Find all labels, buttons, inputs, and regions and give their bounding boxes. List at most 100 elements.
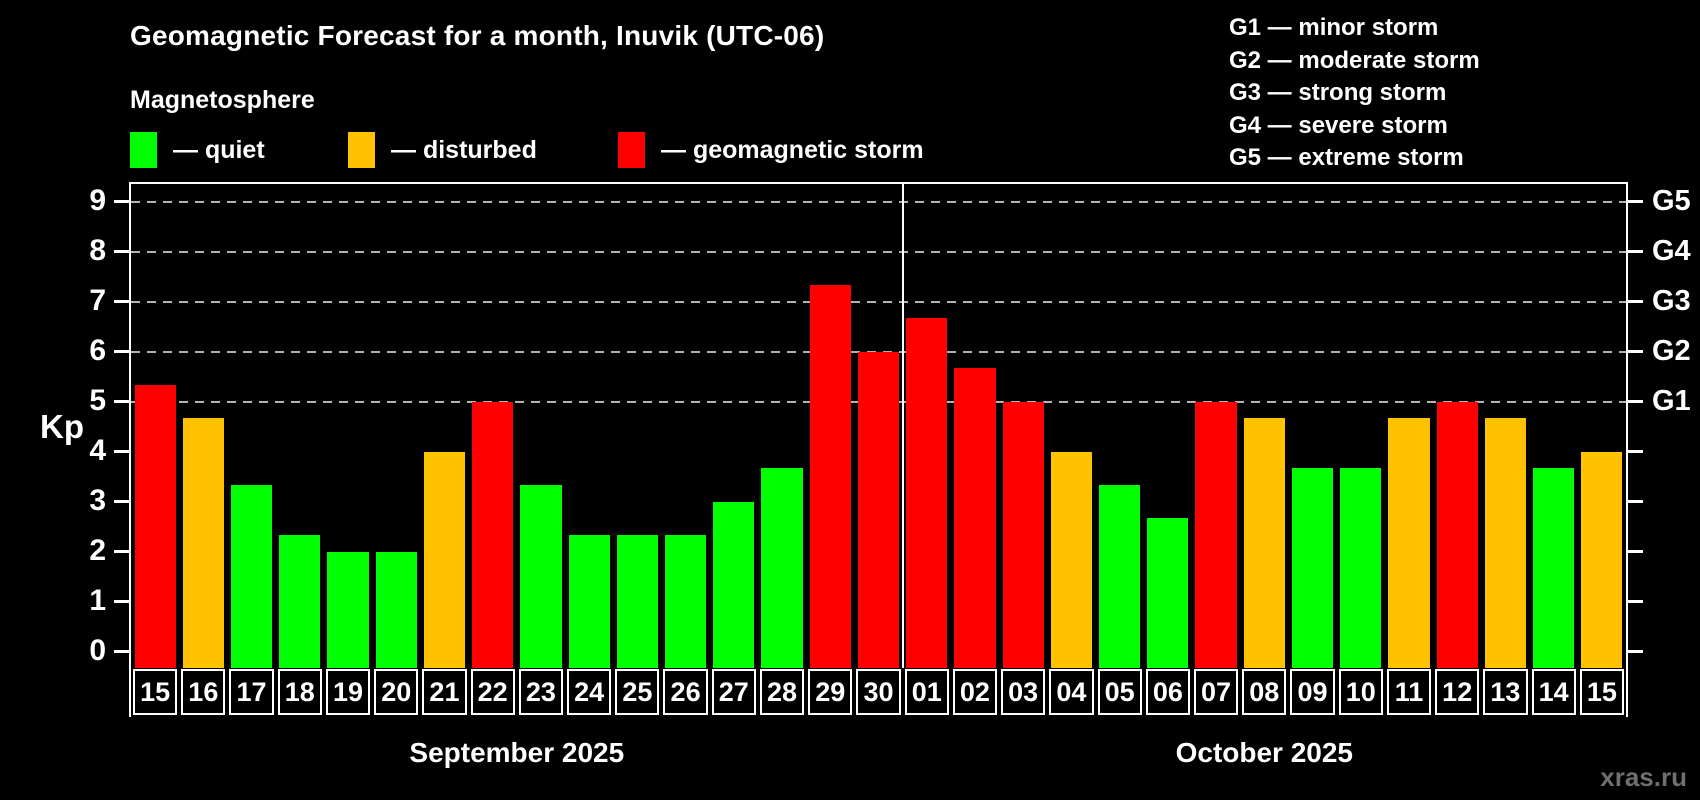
kp-bar-13-disturbed xyxy=(1484,418,1527,668)
y-axis-tick-6 xyxy=(114,350,129,353)
date-cell-sep-26: 26 xyxy=(663,669,708,715)
g4-legend-line: G4 — severe storm xyxy=(1229,111,1448,139)
gridline-kp-7 xyxy=(131,300,1626,303)
g-scale-label-G1: G1 xyxy=(1652,384,1691,417)
g-axis-tick-1 xyxy=(1628,600,1643,603)
kp-bar-09-quiet xyxy=(1291,468,1334,668)
kp-bar-01-storm xyxy=(906,318,948,668)
date-cell-oct-15: 15 xyxy=(1579,669,1624,715)
y-tick-label-9: 9 xyxy=(89,183,106,217)
kp-bar-22-storm xyxy=(472,401,514,668)
date-cell-sep-25: 25 xyxy=(615,669,660,715)
month-divider xyxy=(901,184,904,668)
legend-item-storm: — geomagnetic storm xyxy=(618,131,924,169)
date-cell-sep-15: 15 xyxy=(133,669,178,715)
y-axis-tick-1 xyxy=(114,600,129,603)
kp-bar-16-disturbed xyxy=(182,418,224,668)
date-cell-sep-18: 18 xyxy=(277,669,322,715)
g-axis-tick-0 xyxy=(1628,650,1643,653)
kp-axis-label: Kp xyxy=(40,408,84,445)
kp-bar-10-quiet xyxy=(1340,468,1382,668)
y-axis-tick-2 xyxy=(114,550,129,553)
kp-bar-25-quiet xyxy=(616,535,658,668)
kp-bar-23-quiet xyxy=(520,485,562,668)
month-label-september: September 2025 xyxy=(409,737,625,768)
date-cell-sep-27: 27 xyxy=(711,669,756,715)
y-tick-label-8: 8 xyxy=(89,233,106,267)
g-scale-label-G4: G4 xyxy=(1652,234,1691,267)
kp-bar-07-storm xyxy=(1195,401,1237,668)
date-cell-sep-16: 16 xyxy=(181,669,226,715)
page-title: Geomagnetic Forecast for a month, Inuvik… xyxy=(130,20,825,51)
kp-bar-29-storm xyxy=(809,285,851,668)
g-axis-tick-3 xyxy=(1628,500,1643,503)
date-cell-sep-19: 19 xyxy=(325,669,371,715)
g-scale-label-G2: G2 xyxy=(1652,334,1691,367)
g-axis-tick-5 xyxy=(1628,400,1643,403)
gridline-kp-8 xyxy=(131,250,1626,253)
date-cell-oct-09: 09 xyxy=(1290,669,1335,715)
kp-bar-19-quiet xyxy=(327,551,369,668)
date-cell-sep-23: 23 xyxy=(518,669,564,715)
date-cell-oct-01: 01 xyxy=(904,669,949,715)
g2-legend-line: G2 — moderate storm xyxy=(1229,46,1480,74)
y-axis-tick-3 xyxy=(114,500,129,503)
date-cell-oct-10: 10 xyxy=(1338,669,1383,715)
kp-bar-12-storm xyxy=(1436,401,1478,668)
g-axis-tick-2 xyxy=(1628,550,1643,553)
y-tick-label-3: 3 xyxy=(89,483,106,517)
kp-bar-11-disturbed xyxy=(1388,418,1430,668)
watermark: xras.ru xyxy=(1600,762,1687,792)
kp-bar-04-disturbed xyxy=(1050,451,1092,668)
month-label-october: October 2025 xyxy=(1175,737,1354,768)
date-cell-sep-30: 30 xyxy=(856,669,901,715)
g-scale-legend: G1 — minor storm G2 — moderate storm G3 … xyxy=(1229,12,1480,175)
g-axis-tick-6 xyxy=(1628,350,1643,353)
kp-bar-18-quiet xyxy=(279,535,321,668)
y-tick-label-2: 2 xyxy=(89,533,106,567)
kp-bar-15-disturbed xyxy=(1581,451,1623,668)
kp-bar-03-storm xyxy=(1002,401,1044,668)
kp-bar-26-quiet xyxy=(664,535,707,668)
kp-bar-24-quiet xyxy=(568,535,610,668)
g-axis-tick-8 xyxy=(1628,250,1643,253)
date-cell-oct-06: 06 xyxy=(1145,669,1190,715)
kp-bar-08-disturbed xyxy=(1243,418,1285,668)
date-cell-oct-03: 03 xyxy=(1001,669,1046,715)
kp-bar-30-storm xyxy=(857,351,900,668)
quiet-color-swatch xyxy=(130,132,157,168)
magnetosphere-subtitle: Magnetosphere xyxy=(130,86,315,114)
kp-bar-28-quiet xyxy=(761,468,803,668)
storm-legend-label: — geomagnetic storm xyxy=(661,135,924,164)
right-spine-extension xyxy=(1626,668,1628,717)
kp-bar-17-quiet xyxy=(230,485,273,668)
date-axis-row: 15 16 17 18 19 20 21 22 23 24 25 26 27 28 29 30 01 02 03 04… xyxy=(131,669,1626,715)
storm-color-swatch xyxy=(618,132,645,168)
date-cell-sep-29: 29 xyxy=(808,669,853,715)
y-tick-label-6: 6 xyxy=(89,333,106,367)
g-axis-tick-4 xyxy=(1628,450,1643,453)
g1-legend-line: G1 — minor storm xyxy=(1229,14,1439,41)
kp-bar-15-storm xyxy=(134,385,176,668)
date-cell-oct-11: 11 xyxy=(1386,669,1432,715)
legend-item-disturbed: — disturbed xyxy=(348,131,537,169)
y-axis-tick-7 xyxy=(114,300,129,303)
g-axis-tick-9 xyxy=(1628,200,1643,203)
kp-bar-02-storm xyxy=(954,368,996,668)
date-cell-sep-17: 17 xyxy=(229,669,274,715)
y-axis-tick-9 xyxy=(114,200,129,203)
date-cell-sep-20: 20 xyxy=(374,669,419,715)
g-scale-label-G3: G3 xyxy=(1652,284,1691,317)
date-cell-oct-04: 04 xyxy=(1049,669,1094,715)
disturbed-color-swatch xyxy=(348,132,375,168)
y-tick-label-1: 1 xyxy=(89,583,106,617)
date-cell-oct-05: 05 xyxy=(1097,669,1142,715)
g5-legend-line: G5 — extreme storm xyxy=(1229,144,1464,171)
date-cell-sep-28: 28 xyxy=(759,669,805,715)
g-axis-tick-7 xyxy=(1628,300,1643,303)
y-tick-label-7: 7 xyxy=(89,283,106,317)
date-cell-oct-12: 12 xyxy=(1435,669,1480,715)
date-cell-oct-02: 02 xyxy=(952,669,998,715)
date-cell-oct-14: 14 xyxy=(1531,669,1576,715)
